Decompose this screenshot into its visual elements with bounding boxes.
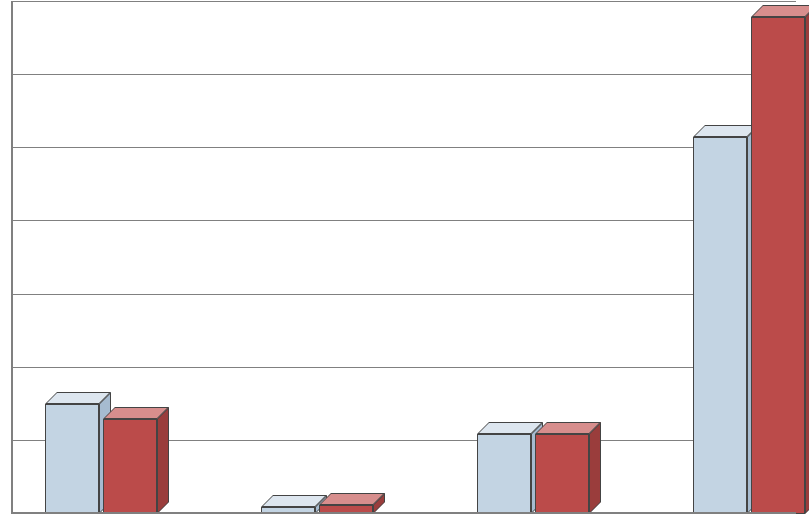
bar-series-b <box>319 493 385 514</box>
bar-front <box>45 404 99 514</box>
bar-series-b <box>535 422 601 514</box>
bar-series-a <box>45 392 111 514</box>
bar-series-b <box>103 407 169 514</box>
bar-front <box>535 434 589 514</box>
bar-front <box>103 419 157 514</box>
gridline <box>11 220 796 221</box>
bar-chart <box>0 0 809 532</box>
bar-series-b <box>751 5 809 514</box>
gridline <box>11 294 796 295</box>
plot-left-edge <box>11 2 13 514</box>
bar-top <box>751 5 809 17</box>
bar-front <box>693 137 747 514</box>
x-axis-baseline <box>11 512 796 514</box>
bar-series-a <box>477 422 543 514</box>
bar-top <box>261 495 327 507</box>
gridline <box>11 1 796 2</box>
bar-side <box>589 422 601 514</box>
bar-series-a <box>693 125 759 514</box>
bar-front <box>477 434 531 514</box>
gridline <box>11 147 796 148</box>
bar-side <box>157 407 169 514</box>
bar-top <box>477 422 543 434</box>
gridline <box>11 367 796 368</box>
bar-top <box>535 422 601 434</box>
gridline <box>11 74 796 75</box>
plot-area <box>11 2 796 514</box>
bar-front <box>751 17 805 514</box>
bar-side <box>805 5 809 514</box>
